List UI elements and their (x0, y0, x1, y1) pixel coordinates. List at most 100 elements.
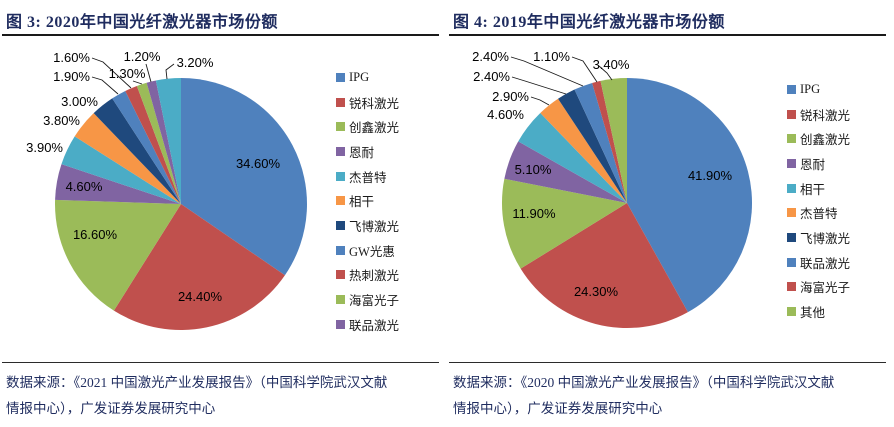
legend-label: 海富光子 (349, 294, 400, 309)
pie-slice-飞博激光 (93, 98, 181, 204)
figure-4-source-note: 数据来源：《2020 中国激光产业发展报告》（中国科学院武汉文献情报中心），广发… (453, 375, 835, 416)
pie-slice-其他 (600, 78, 627, 203)
slice-percent-label: 1.90% (53, 69, 90, 84)
legend-label: 恩耐 (349, 145, 375, 160)
legend-item-海富光子: 海富光子 (787, 275, 850, 300)
legend-label: 飞博激光 (800, 231, 851, 246)
legend-swatch-icon (787, 109, 796, 119)
figure-3-footer-rule (2, 362, 439, 363)
figure-3-panel: 图 3: 2020年中国光纤激光器市场份额 34.60% 24.40% 16.60%… (2, 14, 439, 416)
legend-swatch-icon (336, 122, 345, 132)
pie-slice-飞博激光 (558, 89, 627, 203)
pie-slice-恩耐 (55, 164, 181, 204)
legend-swatch-icon (787, 183, 796, 193)
legend-item-飞博激光: 飞博激光 (787, 225, 850, 250)
slice-percent-label: 3.20% (177, 55, 214, 70)
pie-chart-2019: 41.90% 24.30% 11.90% 5.10% 4.60% 2.90% 2.40% 2.… (472, 49, 753, 329)
pie-slice-热刺激光 (125, 85, 181, 204)
legend-swatch-icon (336, 319, 345, 329)
slice-percent-label: 4.60% (66, 179, 103, 194)
legend-label: 杰普特 (800, 207, 838, 222)
legend-swatch-icon (336, 295, 345, 305)
legend-label: IPG (349, 69, 370, 84)
legend-label: 联品激光 (349, 318, 400, 333)
legend-item-热刺激光: 热刺激光 (336, 263, 399, 288)
pie-slice-海富光子 (136, 82, 181, 204)
legend-swatch-icon (787, 282, 796, 292)
legend-item-创鑫激光: 创鑫激光 (787, 126, 850, 151)
legend-swatch-icon (336, 171, 345, 181)
legend-label: 其他 (800, 306, 826, 321)
figure-3-source-note: 数据来源：《2021 中国激光产业发展报告》（中国科学院武汉文献情报中心），广发… (6, 375, 388, 416)
pie-slice-相干 (74, 113, 181, 204)
pie-slice-unnamed (155, 78, 181, 204)
label-leader-line (132, 80, 143, 85)
pie-slice-IPG (627, 78, 753, 313)
pie-slice-海富光子 (592, 80, 627, 203)
slice-percent-label: 24.40% (178, 289, 223, 304)
slice-percent-label: 41.90% (688, 168, 733, 183)
slice-percent-label: 34.60% (236, 156, 281, 171)
legend-swatch-icon (336, 146, 345, 156)
figure-4-title: 图 4: 2019年中国光纤激光器市场份额 (453, 14, 725, 31)
legend-swatch-icon (787, 232, 796, 242)
slice-percent-label: 11.90% (512, 206, 556, 221)
slice-percent-label: 1.20% (124, 49, 161, 64)
figure-4-panel: 图 4: 2019年中国光纤激光器市场份额 41.90% 24.30% 11.90%… (447, 0, 894, 427)
label-leader-line (510, 56, 584, 87)
legend-label: 相干 (800, 182, 826, 197)
legend-label: 锐科激光 (349, 96, 400, 111)
legend-swatch-icon (787, 208, 796, 218)
label-leader-line (165, 63, 175, 80)
label-leader-line (571, 56, 598, 83)
legend-item-锐科激光: 锐科激光 (787, 102, 850, 127)
slice-percent-label: 3.00% (61, 94, 98, 109)
legend-item-联品激光: 联品激光 (336, 312, 399, 337)
legend-label: 创鑫激光 (349, 121, 400, 136)
legend-item-海富光子: 海富光子 (336, 287, 399, 312)
legend-item-GW光惠: GW光惠 (336, 238, 399, 263)
figure-4-title-rule (449, 34, 886, 36)
legend-swatch-icon (787, 257, 796, 267)
pie-slice-杰普特 (61, 136, 181, 204)
pie-slice-锐科激光 (113, 204, 285, 330)
slice-percent-label: 4.60% (487, 107, 524, 122)
pie-slice-GW光惠 (112, 91, 181, 204)
legend-swatch-icon (787, 158, 796, 168)
legend-item-相干: 相干 (336, 188, 399, 213)
legend-swatch-icon (336, 220, 345, 230)
legend-label: GW光惠 (349, 244, 395, 259)
legend-swatch-icon (336, 196, 345, 206)
slice-percent-label: 5.10% (515, 162, 552, 177)
legend-swatch-icon (787, 307, 796, 317)
label-leader-line (511, 76, 567, 95)
pie-slice-创鑫激光 (55, 199, 182, 311)
label-leader-line (91, 76, 119, 95)
legend-item-其他: 其他 (787, 299, 850, 324)
slice-percent-label: 1.30% (109, 66, 146, 81)
slice-percent-label: 2.40% (473, 69, 510, 84)
slice-percent-label: 1.60% (53, 50, 90, 65)
legend-label: 联品激光 (800, 256, 851, 271)
legend-item-恩耐: 恩耐 (787, 151, 850, 176)
legend-swatch-icon (336, 72, 345, 82)
legend-swatch-icon (336, 245, 345, 255)
label-leader-line (530, 96, 550, 106)
legend-2020: IPG 锐科激光 创鑫激光 恩耐 杰普特 相干 飞博激光 GW光惠 热刺激光 海富光子 联品激光 (336, 65, 399, 337)
slice-percent-label: 2.90% (492, 89, 529, 104)
legend-label: IPG (800, 81, 821, 96)
legend-label: 海富光子 (800, 281, 851, 296)
legend-swatch-icon (336, 270, 345, 280)
label-leader-line (145, 63, 152, 83)
pie-slice-恩耐 (504, 141, 627, 203)
legend-item-杰普特: 杰普特 (336, 164, 399, 189)
legend-label: 热刺激光 (349, 269, 400, 284)
slice-percent-label: 3.40% (593, 57, 630, 72)
legend-label: 杰普特 (349, 170, 387, 185)
figure-3-title: 图 3: 2020年中国光纤激光器市场份额 (6, 14, 278, 31)
legend-label: 锐科激光 (800, 108, 851, 123)
legend-item-恩耐: 恩耐 (336, 139, 399, 164)
pie-slice-锐科激光 (520, 203, 688, 329)
slice-percent-label: 24.30% (574, 284, 619, 299)
